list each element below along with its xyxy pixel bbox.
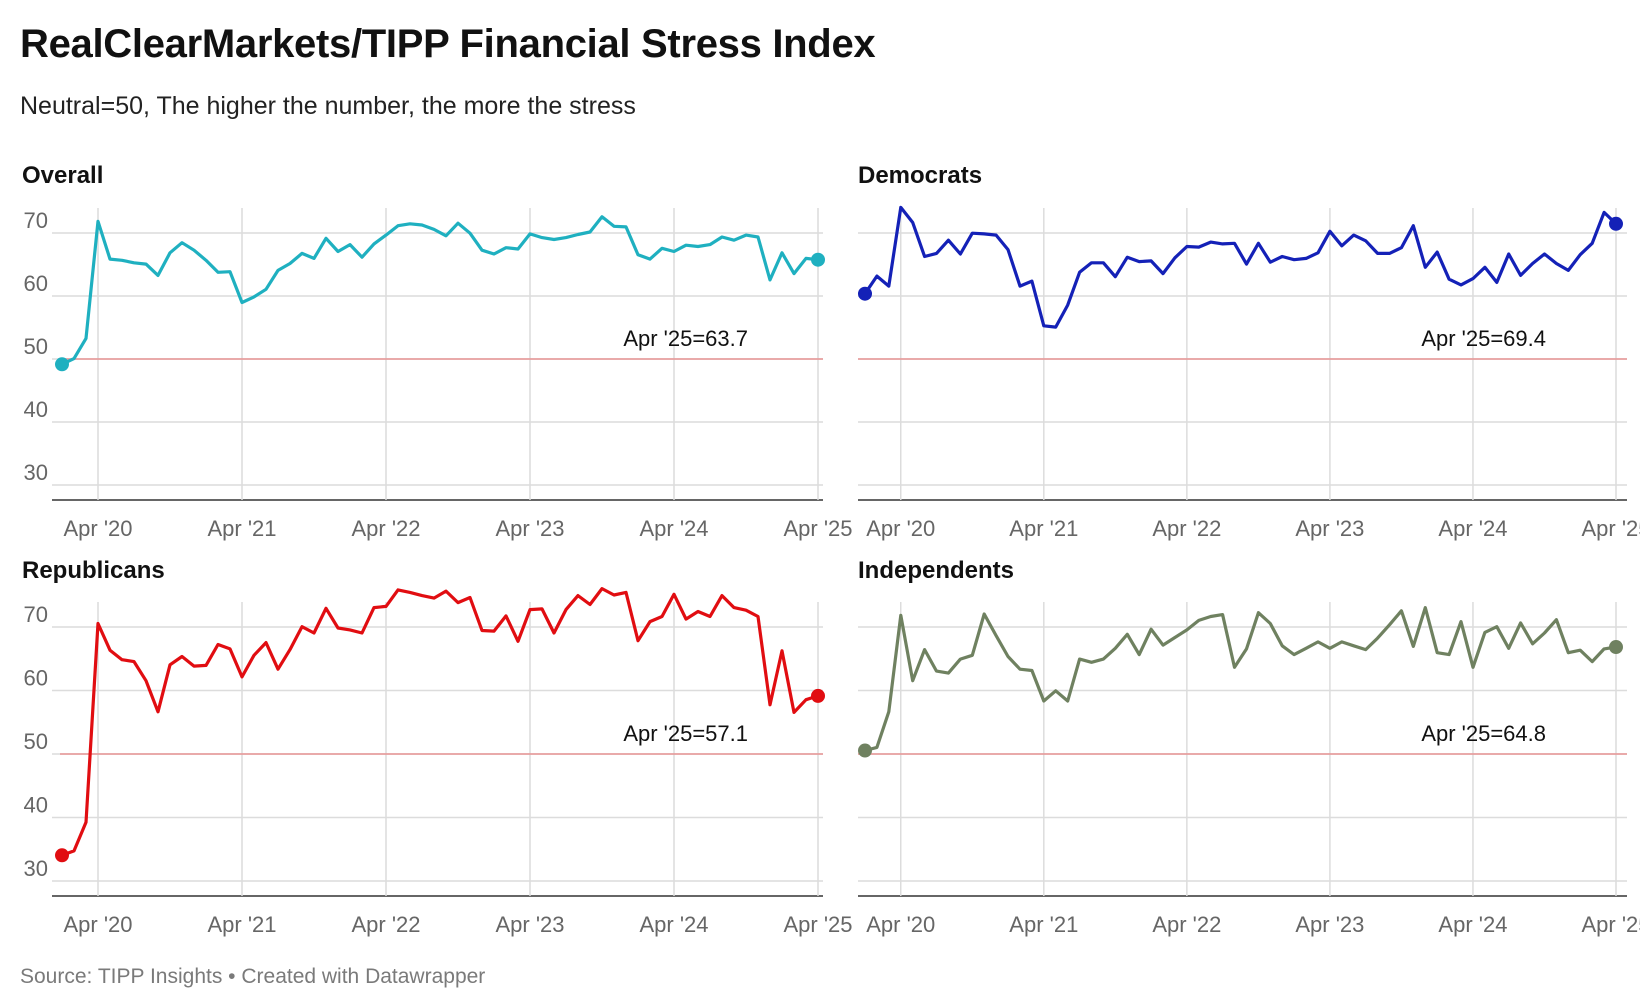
y-tick-label: 30	[24, 856, 48, 881]
end-point	[811, 688, 825, 703]
latest-value-annotation: Apr '25=64.8	[1421, 721, 1546, 746]
x-tick-label: Apr '23	[495, 516, 564, 541]
x-tick-label: Apr '22	[1152, 516, 1221, 541]
panel-title: Republicans	[22, 557, 165, 584]
panel-title: Overall	[22, 162, 103, 189]
y-tick-label: 50	[24, 334, 48, 359]
x-tick-label: Apr '24	[1438, 516, 1507, 541]
x-tick-label: Apr '20	[866, 516, 935, 541]
latest-value-annotation: Apr '25=63.7	[623, 326, 748, 351]
x-tick-label: Apr '22	[351, 912, 420, 937]
x-tick-label: Apr '25	[783, 516, 852, 541]
panel-democrats: Democrats Apr '20 Apr '21 Apr '22 Apr '23 Apr…	[858, 162, 1640, 541]
latest-value-annotation: Apr '25=69.4	[1421, 326, 1546, 351]
x-tick-label: Apr '24	[639, 516, 708, 541]
x-tick-label: Apr '25	[1581, 516, 1640, 541]
panel-overall: Overall Apr '20 Apr '21 Apr '22 Apr '23 Apr '…	[22, 162, 853, 541]
x-tick-label: Apr '20	[63, 912, 132, 937]
x-tick-label: Apr '23	[495, 912, 564, 937]
latest-value-annotation: Apr '25=57.1	[623, 721, 748, 746]
end-point	[1609, 216, 1623, 231]
start-point	[55, 848, 69, 863]
panel-title: Independents	[858, 557, 1014, 584]
series-line	[863, 205, 1618, 329]
start-point	[858, 743, 872, 758]
end-point	[811, 252, 825, 267]
panel-republicans: Republicans Apr '20 Apr '21 Apr '22 Apr '23 A…	[22, 557, 853, 937]
series-line	[863, 605, 1618, 753]
source-footer: Source: TIPP Insights • Created with Dat…	[20, 965, 486, 988]
x-tick-label: Apr '22	[1152, 912, 1221, 937]
x-tick-label: Apr '23	[1295, 912, 1364, 937]
x-tick-label: Apr '21	[207, 516, 276, 541]
x-tick-label: Apr '23	[1295, 516, 1364, 541]
x-tick-label: Apr '22	[351, 516, 420, 541]
x-tick-label: Apr '20	[63, 516, 132, 541]
x-tick-label: Apr '25	[783, 912, 852, 937]
panel-title: Democrats	[858, 162, 982, 189]
end-point	[1609, 640, 1623, 655]
panel-independents: Independents Apr '20 Apr '21 Apr '22 Apr '23…	[858, 557, 1640, 937]
y-tick-label: 40	[24, 397, 48, 422]
x-tick-label: Apr '21	[207, 912, 276, 937]
y-tick-label: 60	[24, 666, 48, 691]
x-tick-label: Apr '24	[639, 912, 708, 937]
x-tick-label: Apr '20	[866, 912, 935, 937]
start-point	[55, 357, 69, 372]
y-tick-label: 50	[24, 729, 48, 754]
y-tick-label: 30	[24, 460, 48, 485]
chart-title: RealClearMarkets/TIPP Financial Stress I…	[20, 22, 876, 66]
series-line	[60, 215, 820, 366]
x-tick-label: Apr '21	[1009, 912, 1078, 937]
y-tick-label: 40	[24, 793, 48, 818]
y-tick-label: 70	[24, 208, 48, 233]
chart-subtitle: Neutral=50, The higher the number, the m…	[20, 92, 636, 120]
x-tick-label: Apr '21	[1009, 516, 1078, 541]
x-tick-label: Apr '24	[1438, 912, 1507, 937]
start-point	[858, 286, 872, 301]
y-tick-label: 70	[24, 602, 48, 627]
series-line	[60, 586, 820, 857]
y-tick-label: 60	[24, 271, 48, 296]
x-tick-label: Apr '25	[1581, 912, 1640, 937]
